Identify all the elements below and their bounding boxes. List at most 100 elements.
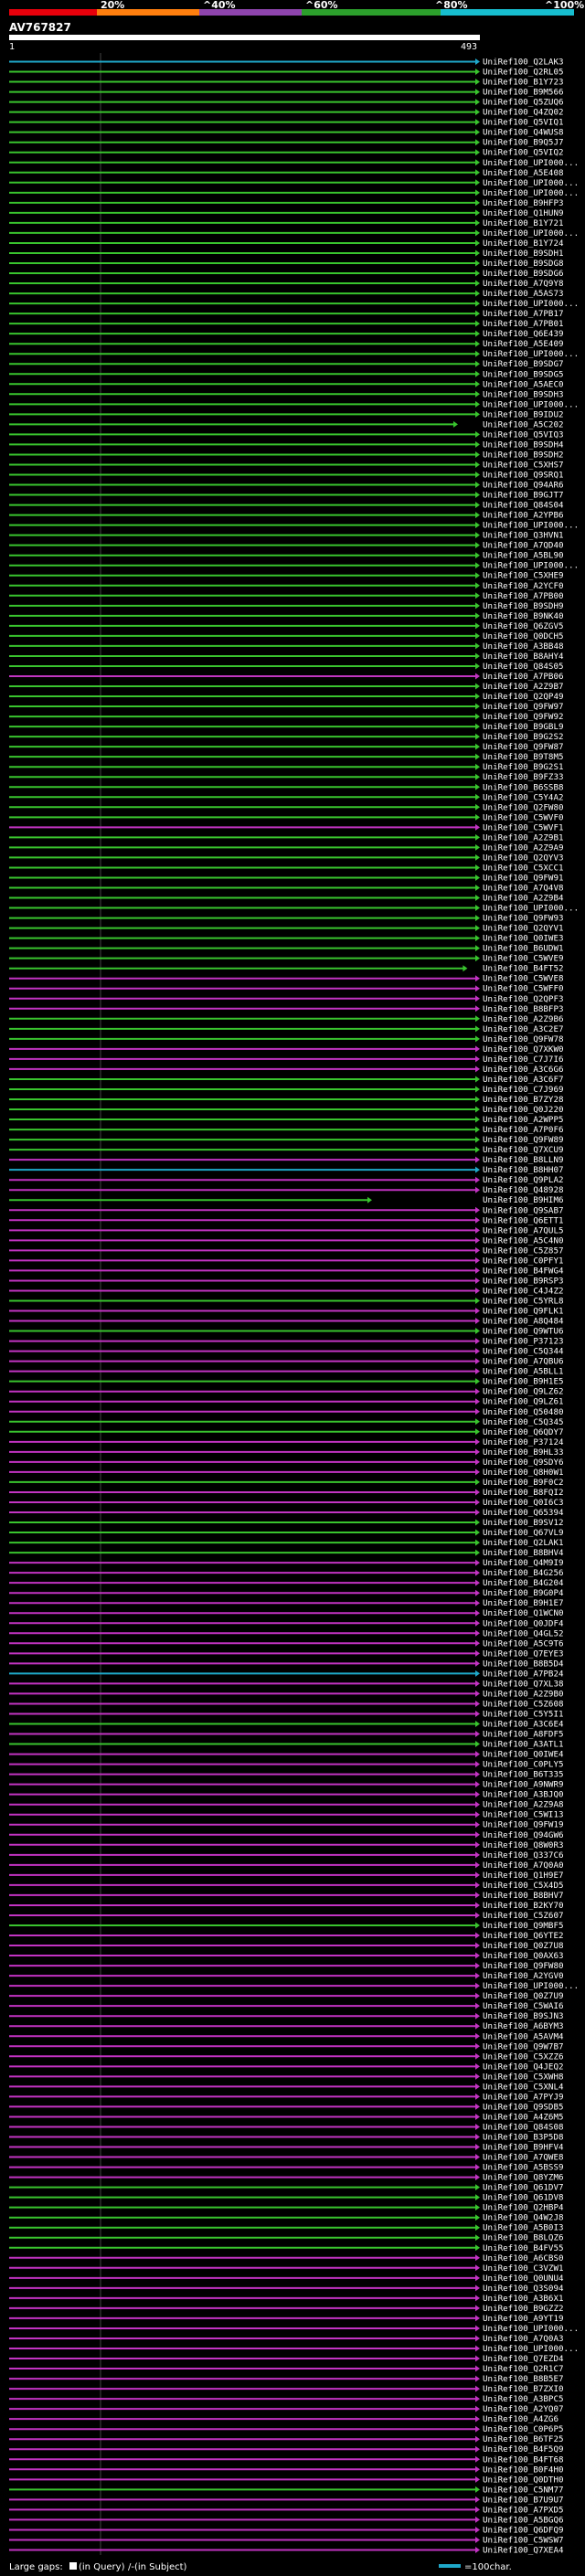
hit-label[interactable]: UniRef100_C0PFY1 (483, 1256, 564, 1266)
hit-label[interactable]: UniRef100_B9GBL9 (483, 722, 564, 732)
hit-label[interactable]: UniRef100_Q0JDF4 (483, 1618, 564, 1628)
hit-label[interactable]: UniRef100_Q2QPF3 (483, 994, 564, 1004)
hit-label[interactable]: UniRef100_B7U9U7 (483, 2495, 564, 2505)
hit-label[interactable]: UniRef100_B0F4H0 (483, 2465, 564, 2475)
hit-label[interactable]: UniRef100_A7PB01 (483, 319, 564, 329)
hit-label[interactable]: UniRef100_UPI000... (483, 178, 579, 188)
hit-label[interactable]: UniRef100_B9SDH9 (483, 601, 564, 611)
hit-label[interactable]: UniRef100_C5WVF0 (483, 812, 564, 822)
hit-label[interactable]: UniRef100_B9SJN3 (483, 2011, 564, 2021)
hit-label[interactable]: UniRef100_Q6QDY7 (483, 1427, 564, 1437)
hit-label[interactable]: UniRef100_A5C9T6 (483, 1638, 564, 1648)
hit-label[interactable]: UniRef100_UPI000... (483, 2344, 579, 2354)
hit-label[interactable]: UniRef100_B9SDH2 (483, 450, 564, 460)
hit-label[interactable]: UniRef100_Q65394 (483, 1508, 564, 1518)
hit-label[interactable]: UniRef100_A7Q4V8 (483, 883, 564, 893)
hit-label[interactable]: UniRef100_A7Q0A0 (483, 1860, 564, 1871)
hit-label[interactable]: UniRef100_C5XCC1 (483, 863, 564, 873)
hit-label[interactable]: UniRef100_A4Z6M5 (483, 2112, 564, 2122)
hit-label[interactable]: UniRef100_A7QD40 (483, 541, 564, 551)
hit-label[interactable]: UniRef100_Q7XCU9 (483, 1145, 564, 1155)
hit-label[interactable]: UniRef100_Q7EZD4 (483, 2354, 564, 2364)
hit-label[interactable]: UniRef100_Q0IWE4 (483, 1750, 564, 1760)
hit-label[interactable]: UniRef100_A5BGQ6 (483, 2515, 564, 2525)
hit-label[interactable]: UniRef100_Q6ZGV5 (483, 621, 564, 631)
hit-label[interactable]: UniRef100_C5WVE9 (483, 954, 564, 964)
hit-label[interactable]: UniRef100_C5XZZ6 (483, 2051, 564, 2062)
hit-label[interactable]: UniRef100_Q3S094 (483, 2284, 564, 2294)
hit-label[interactable]: UniRef100_Q9FW89 (483, 1135, 564, 1145)
hit-label[interactable]: UniRef100_A5E408 (483, 168, 564, 178)
hit-label[interactable]: UniRef100_B8LQZ6 (483, 2233, 564, 2243)
hit-label[interactable]: UniRef100_UPI000... (483, 349, 579, 359)
hit-label[interactable]: UniRef100_Q48928 (483, 1185, 564, 1195)
hit-label[interactable]: UniRef100_Q94GW6 (483, 1830, 564, 1840)
hit-label[interactable]: UniRef100_C5WI13 (483, 1810, 564, 1820)
hit-label[interactable]: UniRef100_B9SDH4 (483, 440, 564, 450)
hit-label[interactable]: UniRef100_A2Z9B0 (483, 1689, 564, 1699)
hit-label[interactable]: UniRef100_Q9FW97 (483, 702, 564, 712)
hit-label[interactable]: UniRef100_C0PLY5 (483, 1760, 564, 1770)
hit-label[interactable]: UniRef100_Q9LZ62 (483, 1387, 564, 1397)
hit-label[interactable]: UniRef100_A3BJQ0 (483, 1790, 564, 1800)
hit-label[interactable]: UniRef100_C5WFF0 (483, 984, 564, 994)
hit-label[interactable]: UniRef100_A7PB00 (483, 591, 564, 601)
hit-label[interactable]: UniRef100_Q2LAK1 (483, 1538, 564, 1548)
hit-label[interactable]: UniRef100_UPI000... (483, 228, 579, 239)
hit-label[interactable]: UniRef100_UPI000... (483, 904, 579, 914)
hit-label[interactable]: UniRef100_C5XWH8 (483, 2072, 564, 2082)
hit-label[interactable]: UniRef100_Q9PLA2 (483, 1175, 564, 1185)
hit-label[interactable]: UniRef100_B8BFP3 (483, 1004, 564, 1014)
hit-label[interactable]: UniRef100_Q7XL38 (483, 1679, 564, 1689)
hit-label[interactable]: UniRef100_A2Z9A8 (483, 1800, 564, 1810)
hit-label[interactable]: UniRef100_B9SDG6 (483, 269, 564, 279)
hit-label[interactable]: UniRef100_A7PB24 (483, 1669, 564, 1679)
hit-label[interactable]: UniRef100_Q2R1C7 (483, 2364, 564, 2374)
hit-label[interactable]: UniRef100_Q0DCH5 (483, 631, 564, 641)
hit-label[interactable]: UniRef100_A5AEC0 (483, 379, 564, 389)
hit-label[interactable]: UniRef100_B9SDG8 (483, 259, 564, 269)
hit-label[interactable]: UniRef100_A5BLL1 (483, 1367, 564, 1377)
hit-label[interactable]: UniRef100_C5Y5I1 (483, 1709, 564, 1719)
hit-label[interactable]: UniRef100_Q8H0W1 (483, 1468, 564, 1478)
hit-label[interactable]: UniRef100_B9G0P4 (483, 1588, 564, 1598)
hit-label[interactable]: UniRef100_B6T335 (483, 1770, 564, 1780)
hit-label[interactable]: UniRef100_A5BL90 (483, 551, 564, 561)
hit-label[interactable]: UniRef100_Q6YTE2 (483, 1931, 564, 1941)
hit-label[interactable]: UniRef100_Q9FW91 (483, 873, 564, 883)
hit-label[interactable]: UniRef100_C5WVE8 (483, 974, 564, 984)
hit-label[interactable]: UniRef100_Q9FW92 (483, 712, 564, 722)
hit-label[interactable]: UniRef100_C5Z608 (483, 1699, 564, 1709)
hit-label[interactable]: UniRef100_B3P5D8 (483, 2132, 564, 2142)
hit-label[interactable]: UniRef100_B9SDG5 (483, 369, 564, 379)
hit-label[interactable]: UniRef100_A7PB06 (483, 672, 564, 682)
hit-label[interactable]: UniRef100_A2Z9A9 (483, 843, 564, 853)
hit-label[interactable]: UniRef100_Q5ZUQ6 (483, 98, 564, 108)
hit-label[interactable]: UniRef100_Q3HVN1 (483, 531, 564, 541)
hit-label[interactable]: UniRef100_B9GZZ2 (483, 2304, 564, 2314)
hit-label[interactable]: UniRef100_B9Q5J7 (483, 138, 564, 148)
hit-label[interactable]: UniRef100_B8AHY4 (483, 652, 564, 662)
hit-label[interactable]: UniRef100_A2Z9B4 (483, 894, 564, 904)
hit-label[interactable]: UniRef100_Q2RL05 (483, 68, 564, 78)
hit-label[interactable]: UniRef100_C5WSW7 (483, 2535, 564, 2545)
hit-label[interactable]: UniRef100_A3BB48 (483, 641, 564, 652)
hit-label[interactable]: UniRef100_B8B5E7 (483, 2374, 564, 2384)
hit-label[interactable]: UniRef100_Q6E439 (483, 329, 564, 339)
hit-label[interactable]: UniRef100_B9NK40 (483, 611, 564, 621)
hit-label[interactable]: UniRef100_A7PYJ9 (483, 2092, 564, 2102)
hit-label[interactable]: UniRef100_B4G204 (483, 1578, 564, 1588)
hit-label[interactable]: UniRef100_A4ZG6 (483, 2414, 558, 2424)
hit-label[interactable]: UniRef100_A3B6X1 (483, 2294, 564, 2304)
hit-label[interactable]: UniRef100_Q61DV7 (483, 2183, 564, 2193)
hit-label[interactable]: UniRef100_A7QWE8 (483, 2153, 564, 2163)
hit-label[interactable]: UniRef100_A3C6G6 (483, 1065, 564, 1075)
hit-label[interactable]: UniRef100_A2WPP5 (483, 1115, 564, 1125)
hit-label[interactable]: UniRef100_B1Y723 (483, 78, 564, 88)
hit-label[interactable]: UniRef100_B8BHV7 (483, 1891, 564, 1901)
hit-label[interactable]: UniRef100_B9H1E5 (483, 1377, 564, 1387)
hit-label[interactable]: UniRef100_Q2QYV3 (483, 853, 564, 863)
hit-label[interactable]: UniRef100_A6CBS0 (483, 2253, 564, 2263)
hit-label[interactable]: UniRef100_Q0UNU4 (483, 2274, 564, 2284)
hit-label[interactable]: UniRef100_B8LLN9 (483, 1155, 564, 1165)
